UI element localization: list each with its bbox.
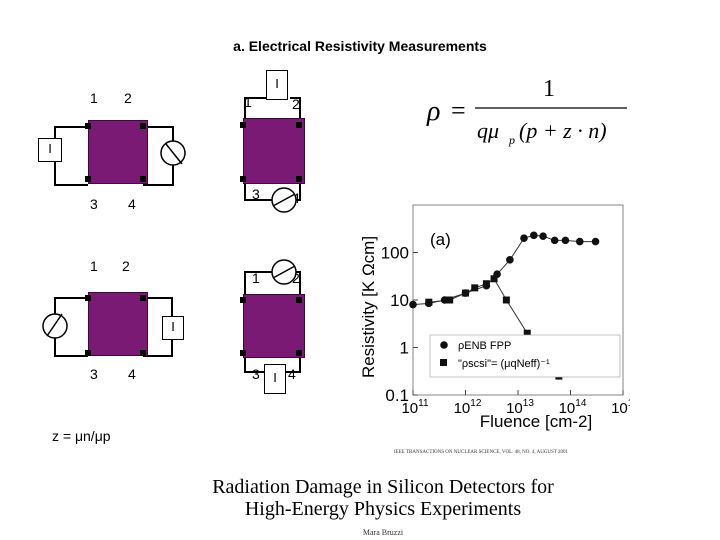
chart-legend: ρENB FPP "ρscsi"= (μqNeff)⁻¹	[429, 334, 621, 378]
paper-author: Mara Bruzzi	[362, 528, 404, 537]
x-tick-label: 1014	[559, 398, 587, 417]
contact-label-2: 2	[122, 258, 130, 274]
contact-dot	[140, 176, 146, 182]
contact-label-3: 3	[90, 366, 98, 382]
data-point-square	[502, 296, 510, 304]
y-tick-label: 0.1	[385, 386, 409, 405]
contact-dot	[85, 123, 91, 129]
data-point-circle	[591, 237, 600, 246]
legend-label: ρENB FPP	[458, 340, 511, 352]
contact-label-1: 1	[244, 94, 252, 110]
legend-label: "ρscsi"= (μqNeff)⁻¹	[458, 358, 550, 370]
x-tick-label: 1012	[454, 398, 482, 417]
data-point-square	[482, 280, 490, 288]
sample-plate	[88, 120, 148, 184]
svg-text:p: p	[508, 133, 515, 147]
contact-dot	[240, 350, 246, 356]
y-tick-label: 1	[400, 339, 409, 358]
contact-dot	[296, 176, 302, 182]
contact-dot	[85, 176, 91, 182]
sample-plate	[243, 294, 305, 358]
legend-box	[429, 334, 621, 378]
contact-dot	[240, 122, 246, 128]
contact-label-4: 4	[288, 366, 296, 382]
contact-dot	[296, 297, 302, 303]
contact-label-2: 2	[292, 270, 300, 286]
contact-dot	[85, 350, 91, 356]
paper-title-line-2: High-Energy Physics Experiments	[244, 498, 522, 520]
data-point-circle	[409, 300, 417, 309]
legend-marker-circle	[440, 341, 448, 349]
data-point-circle	[575, 237, 584, 246]
svg-text:(p + z · n): (p + z · n)	[519, 118, 607, 143]
data-point-circle	[550, 236, 559, 245]
contact-dot	[85, 295, 91, 301]
contact-label-1: 1	[252, 270, 260, 286]
data-point-square	[523, 329, 531, 337]
svg-text:qμ: qμ	[477, 118, 499, 143]
contact-label-1: 1	[90, 258, 98, 274]
mobility-ratio-formula: z = μn/μp	[52, 428, 111, 444]
data-point-square	[446, 296, 454, 304]
contact-label-2: 2	[124, 90, 132, 106]
sample-plate	[243, 118, 305, 184]
circuit-wires	[244, 97, 301, 213]
contact-label-1: 1	[90, 90, 98, 106]
panel-label: (a)	[430, 230, 451, 249]
circuit-wires	[244, 259, 301, 373]
circuit-wires	[42, 297, 173, 357]
contact-label-3: 3	[252, 186, 260, 202]
contact-label-4: 4	[128, 366, 136, 382]
x-tick-label: 1015	[611, 398, 630, 417]
contact-dot	[240, 297, 246, 303]
circuit-wires	[54, 126, 186, 186]
current-source: I	[264, 364, 286, 394]
data-point-circle	[561, 236, 570, 245]
resistivity-chart: Resistivity [K Ωcm] Fluence [cm-2] (a) 1…	[359, 204, 630, 431]
svg-text:ρ: ρ	[426, 96, 440, 127]
journal-reference: IEEE TRANSACTIONS ON NUCLEAR SCIENCE, VO…	[394, 450, 569, 455]
data-point-circle	[520, 234, 528, 243]
contact-dot	[140, 295, 146, 301]
data-point-square	[462, 289, 469, 297]
contact-label-2: 2	[292, 96, 300, 112]
data-point-square	[471, 284, 479, 292]
x-tick-label: 1011	[401, 398, 429, 417]
contact-dot	[296, 350, 302, 356]
y-tick-label: 10	[390, 291, 409, 310]
data-point-square	[425, 298, 433, 306]
current-source: I	[38, 138, 62, 162]
contact-dot	[140, 350, 146, 356]
y-axis-label: Resistivity [K Ωcm]	[359, 236, 378, 378]
legend-marker-square	[440, 359, 447, 366]
page-title: a. Electrical Resistivity Measurements	[233, 38, 487, 54]
data-point-circle	[506, 256, 514, 264]
x-axis-label: Fluence [cm-2]	[480, 412, 592, 431]
contact-label-3: 3	[252, 366, 260, 382]
data-point-circle	[530, 231, 538, 240]
contact-label-4: 4	[128, 196, 136, 212]
contact-dot	[296, 122, 302, 128]
contact-label-3: 3	[90, 196, 98, 212]
paper-title-line-1: Radiation Damage in Silicon Detectors fo…	[212, 476, 554, 498]
data-point-square	[490, 275, 498, 283]
x-tick-label: 1013	[506, 398, 534, 417]
data-point-circle	[539, 232, 547, 241]
contact-dot	[240, 176, 246, 182]
current-source: I	[266, 70, 288, 100]
contact-dot	[140, 123, 146, 129]
svg-text:1: 1	[543, 76, 555, 102]
current-source: I	[162, 316, 184, 340]
y-tick-label: 100	[381, 244, 409, 263]
svg-text:=: =	[451, 96, 466, 125]
sample-plate	[88, 292, 148, 356]
resistivity-formula: ρ = 1 qμ p (p + z · n)	[426, 76, 627, 147]
